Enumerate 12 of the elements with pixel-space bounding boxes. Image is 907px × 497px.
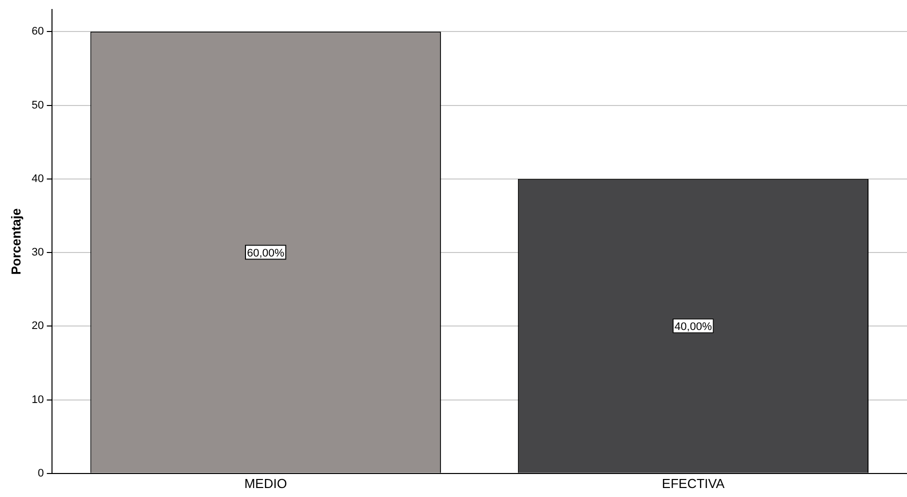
y-tick-label: 30 [32,246,44,259]
y-axis-title: Porcentaje [8,208,24,275]
x-tick-label: MEDIO [244,476,287,491]
x-tick-label: EFECTIVA [662,476,725,491]
y-tick-label: 60 [32,26,44,38]
y-tick-label: 10 [32,394,44,406]
y-tick-label: 50 [32,99,44,112]
y-tick-label: 40 [32,172,44,185]
y-tick-label: 0 [38,467,44,480]
data-label: 60,00% [246,247,284,260]
y-tick-label: 20 [32,320,44,332]
data-label: 40,00% [674,320,712,333]
